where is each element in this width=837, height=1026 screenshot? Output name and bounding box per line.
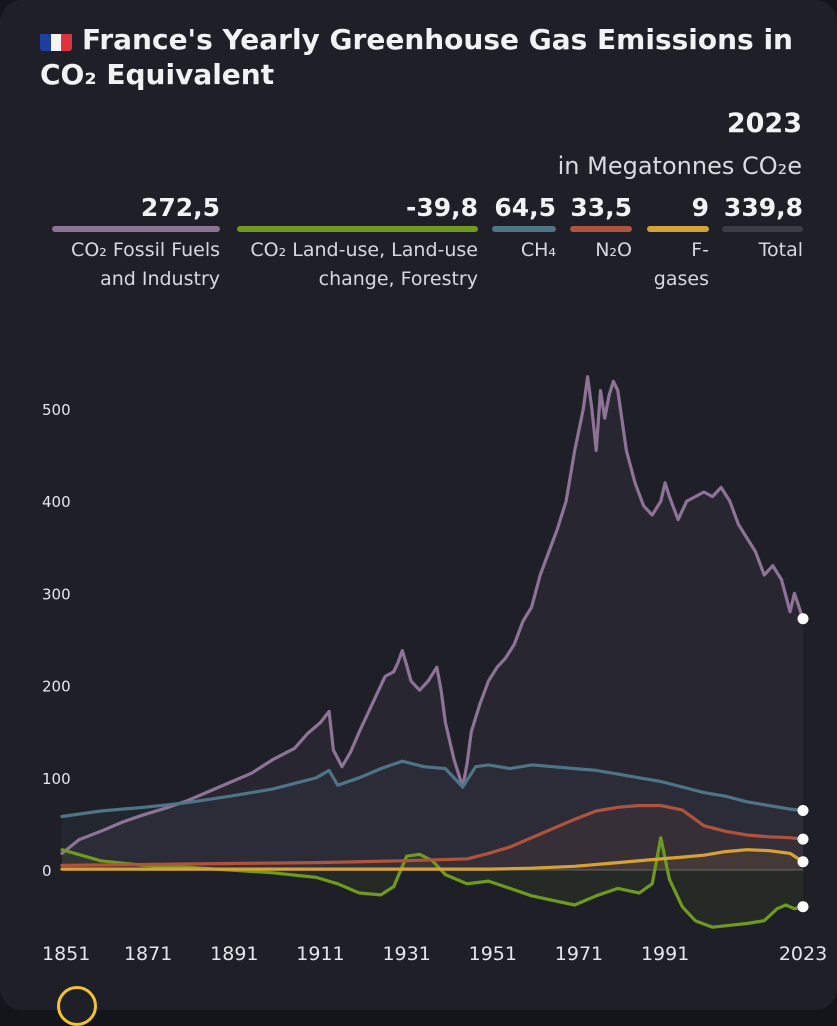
legend-label: F-gases <box>653 239 709 290</box>
x-tick-label: 1891 <box>210 943 258 965</box>
legend-item-ch4[interactable]: 64,5 CH₄ <box>492 192 556 265</box>
legend-item-n2o[interactable]: 33,5 N₂O <box>570 192 632 265</box>
legend-value: 33,5 <box>570 193 632 222</box>
legend-swatch <box>647 226 709 232</box>
chart-title: France's Yearly Greenhouse Gas Emissions… <box>40 22 800 92</box>
series-end-point <box>797 805 809 817</box>
y-tick-label: 100 <box>42 770 71 788</box>
x-tick-label: 1971 <box>555 943 603 965</box>
legend-swatch <box>722 226 803 232</box>
series-line <box>60 848 805 871</box>
legend-value: 64,5 <box>494 193 556 222</box>
series-end-point <box>797 856 809 868</box>
legend-value: 339,8 <box>723 193 803 222</box>
x-tick-label: 1951 <box>469 943 517 965</box>
legend-label: CO₂ Land-use, Land-use change, Forestry <box>250 239 478 290</box>
series-line <box>60 759 805 819</box>
emissions-chart[interactable]: 0 100 200 300 400 500 1851 1871 1891 1911 1931 1951… <box>0 0 837 1000</box>
logo-icon <box>57 986 97 1026</box>
series-area <box>62 849 803 870</box>
series-line <box>60 375 805 855</box>
y-tick-label: 200 <box>42 678 71 696</box>
y-tick-label: 300 <box>42 585 71 603</box>
x-tick-label: 2023 <box>779 943 827 965</box>
x-tick-label: 1871 <box>124 943 172 965</box>
legend-item-fossil[interactable]: 272,5 CO₂ Fossil Fuels and Industry <box>52 192 220 294</box>
legend-value: 9 <box>691 193 709 222</box>
legend-label: N₂O <box>595 239 632 261</box>
legend-swatch <box>237 226 478 232</box>
x-tick-label: 1911 <box>296 943 344 965</box>
legend-item-total[interactable]: 339,8 Total <box>722 192 803 265</box>
legend-label: CH₄ <box>520 239 556 261</box>
series-line <box>60 803 805 867</box>
legend-swatch <box>570 226 632 232</box>
legend-item-fgas[interactable]: 9 F-gases <box>647 192 709 294</box>
series-area <box>62 761 803 870</box>
series-end-point <box>797 901 809 913</box>
y-tick-label: 400 <box>42 493 71 511</box>
y-tick-label: 0 <box>42 862 52 880</box>
unit-label: in Megatonnes CO₂e <box>557 152 802 180</box>
legend-item-landuse[interactable]: -39,8 CO₂ Land-use, Land-use change, For… <box>237 192 478 294</box>
x-tick-label: 1851 <box>42 943 90 965</box>
series-area <box>62 837 803 928</box>
series-end-point <box>797 613 809 625</box>
legend-label: Total <box>758 239 803 261</box>
france-flag-icon <box>40 29 72 51</box>
x-tick-label: 1991 <box>641 943 689 965</box>
chart-title-text: France's Yearly Greenhouse Gas Emissions… <box>40 23 793 91</box>
legend-swatch <box>52 226 220 232</box>
legend-swatch <box>492 226 556 232</box>
legend-value: -39,8 <box>405 193 478 222</box>
series-area <box>62 805 803 870</box>
legend-label: CO₂ Fossil Fuels and Industry <box>71 239 220 290</box>
legend-value: 272,5 <box>140 193 220 222</box>
y-tick-label: 500 <box>42 401 71 419</box>
x-tick-label: 1931 <box>382 943 430 965</box>
selected-year: 2023 <box>726 108 802 139</box>
series-area <box>62 376 803 870</box>
series-end-point <box>797 833 809 845</box>
series-line <box>60 836 805 929</box>
